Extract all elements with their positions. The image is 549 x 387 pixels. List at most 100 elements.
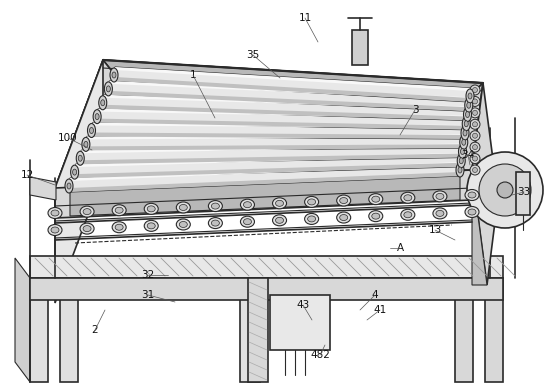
Ellipse shape [101, 100, 105, 106]
Ellipse shape [470, 165, 480, 175]
Ellipse shape [48, 224, 62, 236]
Ellipse shape [67, 183, 71, 189]
Ellipse shape [465, 207, 479, 217]
Text: 2: 2 [92, 325, 98, 335]
Text: 41: 41 [373, 305, 386, 315]
Ellipse shape [470, 85, 480, 95]
Polygon shape [76, 153, 461, 167]
Ellipse shape [340, 197, 348, 204]
Ellipse shape [458, 167, 462, 173]
Ellipse shape [458, 144, 467, 159]
Ellipse shape [99, 96, 107, 110]
Text: 11: 11 [298, 13, 312, 23]
Text: 43: 43 [296, 300, 310, 310]
Ellipse shape [48, 207, 62, 219]
Ellipse shape [463, 108, 472, 122]
Polygon shape [70, 162, 460, 181]
Text: 32: 32 [142, 270, 155, 280]
Polygon shape [81, 144, 462, 164]
Polygon shape [55, 170, 472, 218]
Ellipse shape [72, 169, 77, 175]
Ellipse shape [95, 114, 99, 120]
Ellipse shape [473, 145, 478, 150]
Ellipse shape [272, 198, 287, 209]
Ellipse shape [401, 209, 415, 220]
Ellipse shape [211, 220, 220, 226]
Text: A: A [396, 243, 404, 253]
Ellipse shape [462, 139, 466, 145]
Ellipse shape [470, 108, 480, 118]
Polygon shape [104, 105, 468, 120]
Polygon shape [15, 258, 30, 382]
Ellipse shape [307, 199, 316, 205]
Polygon shape [472, 83, 498, 285]
Polygon shape [92, 123, 465, 139]
Ellipse shape [71, 165, 79, 179]
Ellipse shape [176, 219, 191, 230]
Polygon shape [92, 123, 465, 128]
Polygon shape [115, 67, 470, 102]
Ellipse shape [369, 211, 383, 222]
Polygon shape [516, 172, 530, 215]
Text: 4: 4 [372, 290, 378, 300]
Ellipse shape [337, 195, 351, 206]
Ellipse shape [51, 227, 59, 233]
Ellipse shape [473, 122, 478, 127]
Ellipse shape [243, 202, 251, 208]
Polygon shape [70, 172, 460, 192]
Ellipse shape [340, 214, 348, 221]
Polygon shape [76, 163, 461, 178]
Ellipse shape [240, 199, 255, 210]
Polygon shape [240, 278, 260, 382]
Polygon shape [87, 134, 464, 139]
Polygon shape [76, 153, 461, 178]
Ellipse shape [473, 110, 478, 115]
Text: 34: 34 [461, 150, 475, 160]
Ellipse shape [337, 212, 351, 223]
Ellipse shape [470, 131, 480, 141]
Ellipse shape [456, 163, 464, 177]
Text: 3: 3 [412, 105, 418, 115]
Polygon shape [60, 278, 78, 382]
Ellipse shape [65, 179, 73, 193]
Ellipse shape [473, 168, 478, 173]
Polygon shape [472, 83, 483, 200]
Polygon shape [109, 81, 469, 111]
Ellipse shape [401, 192, 415, 203]
Ellipse shape [305, 213, 318, 224]
Ellipse shape [470, 142, 480, 152]
Polygon shape [87, 144, 464, 151]
Ellipse shape [461, 126, 469, 140]
Polygon shape [70, 75, 470, 186]
Ellipse shape [180, 221, 187, 228]
Polygon shape [103, 60, 483, 96]
Ellipse shape [473, 87, 478, 92]
Polygon shape [472, 170, 487, 285]
Polygon shape [70, 162, 460, 192]
Ellipse shape [462, 117, 470, 131]
Polygon shape [55, 60, 115, 188]
Text: 12: 12 [20, 170, 33, 180]
Polygon shape [98, 109, 466, 119]
Ellipse shape [433, 191, 447, 202]
Ellipse shape [83, 226, 91, 231]
Polygon shape [352, 30, 368, 65]
Ellipse shape [466, 111, 469, 118]
Ellipse shape [404, 212, 412, 218]
Polygon shape [460, 83, 483, 170]
Text: 35: 35 [247, 50, 260, 60]
Ellipse shape [112, 222, 126, 233]
Ellipse shape [243, 219, 251, 225]
Polygon shape [55, 60, 483, 188]
Ellipse shape [93, 110, 101, 123]
Polygon shape [485, 278, 503, 382]
Ellipse shape [369, 194, 383, 205]
Ellipse shape [468, 209, 476, 215]
Ellipse shape [463, 130, 467, 136]
Ellipse shape [112, 205, 126, 216]
Polygon shape [98, 119, 466, 130]
Ellipse shape [276, 200, 283, 206]
Ellipse shape [464, 121, 468, 127]
Ellipse shape [372, 196, 380, 202]
Polygon shape [30, 256, 503, 278]
